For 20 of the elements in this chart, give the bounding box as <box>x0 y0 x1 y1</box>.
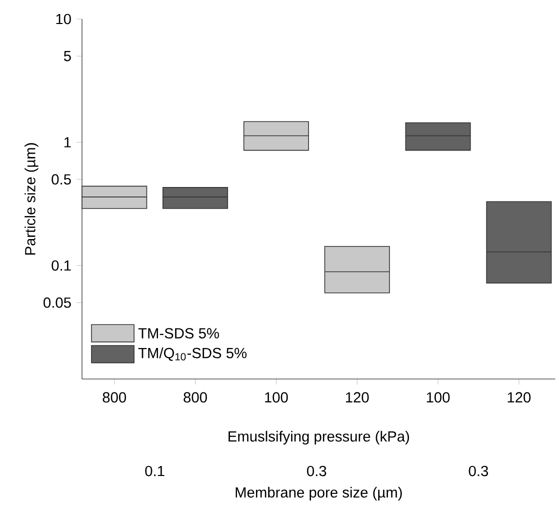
x-tick-label: 100 <box>265 392 288 403</box>
y-axis-title: Particle size (µm) <box>24 143 38 255</box>
text: 0.3 <box>307 466 326 476</box>
x-tick-label: 800 <box>184 392 207 403</box>
y-tick-label: 1 <box>64 137 71 148</box>
text: 0.3 <box>468 466 488 476</box>
y-tick-label: 0.05 <box>44 297 71 308</box>
y-tick-label: 10 <box>56 14 71 24</box>
legend-label: TM-SDS 5% <box>138 328 219 338</box>
y-tick-label: 5 <box>64 51 71 62</box>
x-axis-title: Emuslsifying pressure (kPa) <box>228 430 410 444</box>
y-tick-label: 0.1 <box>52 260 71 271</box>
x-tick-label: 120 <box>508 392 531 403</box>
y-tick-label: 0.5 <box>52 174 71 185</box>
x-tick-label: 100 <box>426 392 450 403</box>
text: 0.1 <box>145 466 164 476</box>
text: Membrane pore size (µm) <box>236 486 402 500</box>
x-tick-label: 800 <box>102 392 126 403</box>
x-tick-label: 120 <box>346 392 369 403</box>
legend-label: TM/Q$_{10}$-SDS 5% <box>138 347 247 361</box>
